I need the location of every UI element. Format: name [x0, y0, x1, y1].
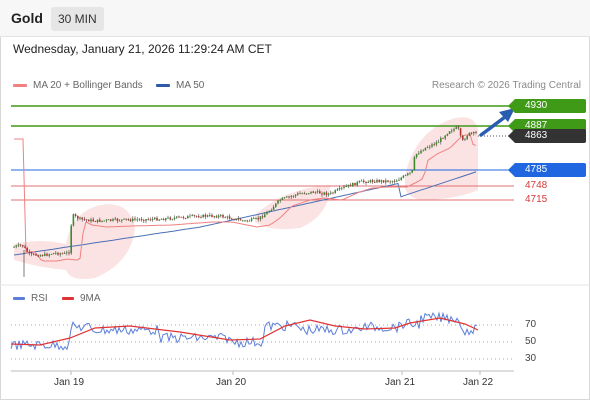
ma20-line — [14, 133, 477, 262]
toolbar: Gold 30 MIN — [0, 0, 590, 37]
copyright-text: Research © 2026 Trading Central — [431, 80, 581, 91]
rsi-swatch — [13, 296, 25, 300]
legend-ma50: MA 50 — [156, 80, 204, 91]
support-1-label: 4748 — [525, 180, 548, 191]
resistance-2-tag: 4930 — [508, 99, 586, 113]
bollinger-bands — [14, 117, 478, 279]
rsi-ma-swatch — [62, 296, 74, 300]
rsi-ma-line — [10, 317, 479, 346]
legend-rsi-ma-label: 9MA — [80, 293, 101, 304]
legend-rsi-ma: 9MA — [62, 293, 101, 304]
legend-ma50-label: MA 50 — [176, 80, 205, 91]
rsi-tick-70: 70 — [525, 319, 537, 330]
x-axis-ticks — [70, 371, 481, 375]
legend-ma20-label: MA 20 + Bollinger Bands — [33, 80, 143, 91]
rsi-tick-50: 50 — [525, 336, 537, 347]
legend-rsi-label: RSI — [31, 293, 48, 304]
ma50-line — [13, 171, 477, 256]
chart-datetime: Wednesday, January 21, 2026 11:29:24 AM … — [13, 42, 272, 56]
rsi-line — [10, 311, 477, 351]
instrument-name: Gold — [11, 10, 43, 26]
x-tick-jan21: Jan 21 — [385, 377, 416, 388]
support-2-label: 4715 — [525, 194, 548, 205]
x-tick-jan22: Jan 22 — [463, 377, 494, 388]
pivot-tag: 4785 — [508, 163, 586, 177]
last-price-tag: 4863 — [508, 129, 586, 143]
legend-ma20-bollinger: MA 20 + Bollinger Bands — [13, 80, 143, 91]
rsi-tick-30: 30 — [525, 353, 537, 364]
candlesticks — [13, 125, 477, 277]
legend-rsi: RSI — [13, 293, 48, 304]
x-tick-jan20: Jan 20 — [216, 377, 247, 388]
timeframe-button[interactable]: 30 MIN — [51, 7, 104, 31]
ma20-swatch — [13, 83, 27, 87]
x-tick-jan19: Jan 19 — [54, 377, 85, 388]
ma50-swatch — [156, 83, 170, 87]
